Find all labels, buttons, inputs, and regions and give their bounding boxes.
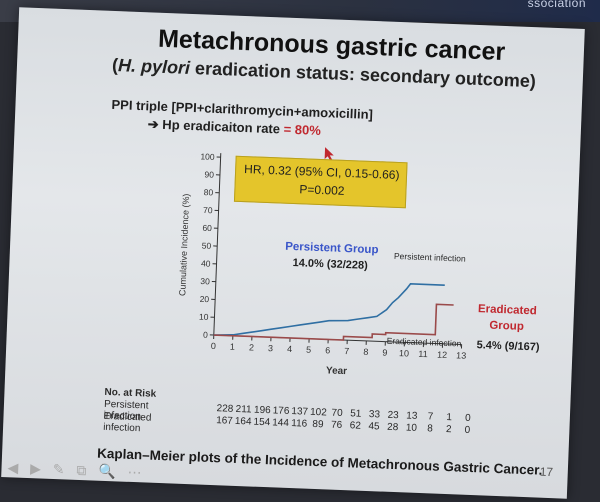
y-tick-label: 10 [199, 312, 209, 322]
risk-cell: 23 [387, 409, 399, 422]
persistent-infection-curve [213, 283, 445, 336]
risk-cell: 164 [234, 415, 252, 428]
risk-cell: 176 [272, 405, 290, 417]
x-tick-label: 3 [268, 343, 273, 353]
risk-cell: 7 [427, 411, 434, 423]
eradicated-group-label-line1: Eradicated [478, 303, 537, 317]
persistent-infection-curve-label: Persistent infection [394, 251, 466, 264]
y-tick-label: 100 [200, 151, 215, 162]
y-tick-label: 60 [202, 223, 212, 233]
risk-cell: 116 [291, 418, 308, 430]
chart-series [213, 283, 454, 341]
mouse-pointer-icon [324, 147, 334, 162]
page-number: 17 [539, 464, 554, 480]
risk-cell: 211 [235, 403, 252, 416]
hazard-ratio-text: HR, 0.32 (95% CI, 0.15-0.66) [243, 162, 400, 183]
number-at-risk-table: No. at Risk Persistent infection 228 211 19… [103, 386, 471, 436]
presentation-slide: Metachronous gastric cancer (H. pylori e… [1, 7, 585, 499]
persistent-group-label: Persistent Group [285, 241, 379, 257]
p-value-text: P=0.002 [299, 182, 345, 198]
x-tick-label: 4 [287, 344, 292, 354]
risk-table-title: No. at Risk [104, 386, 157, 400]
risk-cell: 70 [331, 407, 343, 420]
x-tick-label: 8 [363, 347, 368, 357]
y-axis-label: Cumulative Incidence (%) [177, 193, 191, 296]
risk-cell: 10 [405, 422, 418, 434]
x-tick-label: 12 [437, 350, 447, 360]
eradicated-infection-curve [213, 303, 454, 341]
y-tick-label: 30 [200, 276, 210, 286]
x-tick-label: 10 [399, 348, 409, 358]
risk-cell: 0 [464, 424, 471, 436]
x-tick-label: 5 [306, 345, 311, 355]
y-tick-label: 80 [204, 187, 214, 197]
hazard-ratio-box: HR, 0.32 (95% CI, 0.15-0.66) P=0.002 [233, 155, 408, 209]
risk-cell: 144 [272, 417, 290, 429]
risk-cell: 76 [330, 419, 343, 432]
y-tick-label: 20 [200, 294, 210, 304]
x-tick-label: 7 [344, 346, 349, 356]
x-tick-label: 1 [230, 342, 235, 352]
banner-text: ssociation [527, 0, 586, 10]
x-tick-label: 9 [382, 348, 387, 358]
risk-cell: 154 [253, 416, 271, 429]
y-tick-label: 90 [204, 169, 214, 179]
eradicated-group-rate: 5.4% (9/167) [476, 339, 540, 353]
risk-cell: 33 [368, 409, 381, 421]
risk-cell: 102 [309, 406, 327, 419]
risk-table-row: Eradicated infection 167 164 154 144 116 89 76 6… [103, 411, 470, 436]
risk-cell: 51 [349, 408, 362, 420]
eradicated-group-label-line2: Group [489, 320, 524, 333]
risk-cell: 137 [291, 406, 309, 418]
x-tick-label: 6 [325, 345, 330, 355]
risk-cell: 13 [406, 410, 418, 422]
risk-cell: 28 [386, 421, 399, 434]
y-tick-label: 50 [202, 240, 212, 250]
risk-cell: 228 [216, 403, 234, 415]
x-tick-label: 11 [418, 349, 428, 359]
risk-cell: 45 [368, 421, 380, 433]
x-tick-label: 13 [456, 350, 466, 360]
x-axis-label: Year [326, 365, 348, 377]
y-tick-label: 0 [203, 330, 208, 340]
risk-cell: 1 [446, 412, 453, 424]
x-tick-label: 2 [249, 342, 254, 352]
x-tick-label: 0 [211, 341, 216, 351]
risk-cell: 62 [349, 420, 362, 432]
y-tick-label: 40 [201, 258, 211, 268]
risk-cell: 0 [464, 412, 471, 424]
y-axis-line [213, 153, 222, 336]
risk-cell: 196 [253, 404, 271, 417]
persistent-group-rate: 14.0% (32/228) [292, 257, 368, 272]
risk-cell: 167 [215, 415, 234, 427]
y-tick-label: 70 [203, 205, 213, 215]
risk-cell: 89 [312, 418, 324, 431]
eradicated-infection-curve-label: Eradicated infection [387, 336, 462, 349]
risk-cell: 2 [445, 424, 452, 436]
risk-row-label: Eradicated infection [102, 410, 152, 435]
risk-cell: 8 [427, 423, 434, 435]
